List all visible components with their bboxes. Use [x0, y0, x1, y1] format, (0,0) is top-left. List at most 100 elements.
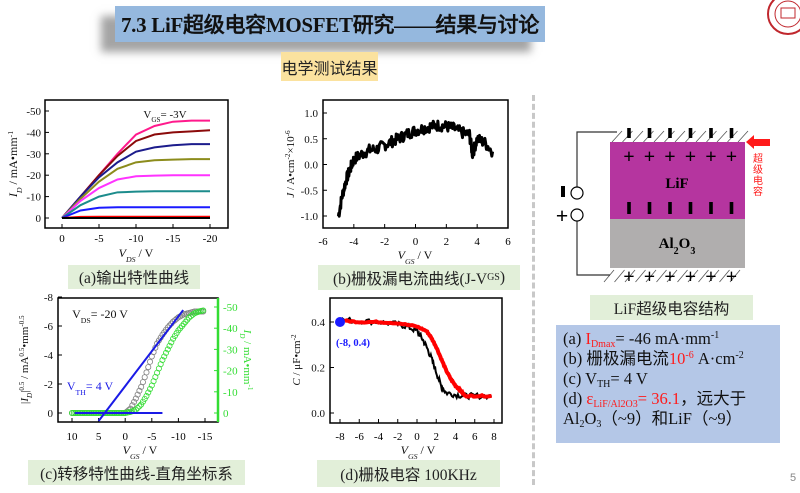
result-d-tail: ，远大于: [680, 389, 747, 408]
left-y-axis-label-sub: D: [26, 392, 34, 399]
positive-charge-icon: +: [705, 266, 716, 288]
right-y-axis-label-main: I: [241, 329, 253, 335]
wire-top: [576, 131, 617, 187]
negative-charge-icon: [709, 128, 713, 138]
x-axis-label-rest: / V: [136, 246, 154, 260]
side-label-char: 电: [753, 174, 763, 187]
hatch-top: [716, 130, 728, 143]
positive-charge-icon: +: [644, 146, 655, 168]
vth-annotation: VTH= 4 V: [67, 379, 114, 397]
x-axis-tick-label: 8: [491, 431, 497, 443]
left-y-axis-label-rest: |: [19, 391, 31, 393]
hatch-bottom: [708, 269, 720, 283]
plot-frame: [329, 297, 503, 424]
highlight-point-label: (-8, 0.4): [336, 338, 371, 349]
output-curve-4: [61, 174, 210, 219]
x-axis-tick-label: 6: [472, 431, 478, 443]
result-c-value: = 4 V: [610, 369, 648, 388]
positive-charge-icon: +: [726, 266, 737, 288]
result-b-value: 10: [668, 349, 686, 368]
positive-charge-icon: +: [685, 266, 696, 288]
result-d-value: = 36.1: [637, 389, 681, 408]
x-axis-tick-label: 6: [505, 236, 511, 248]
left-y-axis-tick-label: -8: [44, 292, 54, 304]
x-axis-label-sub: GS: [130, 452, 140, 461]
right-y-axis-tick-label: -30: [223, 344, 238, 356]
y-axis-tick-label: 1.0: [304, 108, 318, 120]
left-y-axis-tick-label: 0: [48, 408, 54, 420]
negative-charge-icon: [647, 128, 652, 138]
x-axis-tick-label: 0: [414, 431, 420, 443]
hatch-bottom: [719, 269, 730, 283]
hatch-bottom: [687, 269, 699, 283]
result-a-unit-sup: -1: [710, 330, 720, 341]
al2o3-layer: [610, 219, 745, 268]
data-point-sqrtID: [143, 369, 150, 376]
data-point-ID: [162, 349, 169, 356]
result-a-prefix: (a): [563, 329, 586, 348]
x-axis-label-main: V: [123, 443, 132, 457]
caption-b-end: ): [499, 268, 506, 286]
vgs-annotation-sub: GS: [151, 116, 160, 124]
data-point-ID: [168, 339, 175, 346]
al2o3-label: Al2O3: [659, 236, 696, 257]
left-y-axis-label: |ID|0.5 / mA0.5•mm-0.5: [18, 315, 34, 405]
result-a: (a) IDmax= -46 mA·mm-1: [563, 329, 780, 350]
highlight-point: [335, 317, 345, 327]
x-axis-tick-label: -5: [147, 431, 157, 443]
output-curve-5: [61, 190, 210, 219]
left-y-axis-label-sup3: -0.5: [18, 315, 26, 327]
y-axis-label-rest: / mA•mm: [6, 137, 20, 188]
caption-b-text: (b)栅极漏电流曲线(J-V: [332, 270, 488, 288]
chart-gate-leakage: -6 -4 -2 0 2 4 6 1.0 0.5 0.0 -0.5 -1.0 VGS / V J / A•…: [284, 99, 511, 266]
data-point-sqrtID: [132, 395, 139, 402]
university-logo-icon: [767, 0, 800, 35]
caption-structure: LiF超级电容结构: [590, 295, 753, 320]
vds-annotation-rest: = -20 V: [91, 307, 129, 321]
x-axis-label-sub: DS: [125, 255, 136, 264]
vds-annotation-sub: DS: [81, 316, 91, 325]
x-axis-tick-label: -6: [355, 431, 365, 443]
vds-annotation-main: V: [72, 307, 81, 321]
data-point-sqrtID: [131, 398, 138, 405]
hatch-bottom: [698, 269, 709, 283]
x-axis-tick-label: -2: [380, 236, 389, 248]
results-summary: (a) IDmax= -46 mA·mm-1 (b) 栅极漏电流10-6 A·c…: [556, 325, 780, 443]
result-a-symbol: I: [585, 329, 591, 348]
y-axis-label-main: C: [291, 378, 303, 386]
hatch-top: [611, 130, 623, 143]
al2o3-al: Al: [659, 236, 674, 252]
slide-title: 7.3 LiF超级电容MOSFET研究——结果与讨论: [115, 6, 545, 42]
vgs-annotation-main: V: [143, 109, 151, 121]
negative-charge-icon: [709, 202, 713, 214]
result-d-symbol-sub: LiF/Al2O3: [593, 399, 638, 410]
result-d-symbol: ε: [586, 389, 594, 408]
x-axis-tick-label: 0: [122, 431, 128, 443]
positive-charge-icon: +: [705, 146, 716, 168]
y-axis-tick-label: -10: [26, 192, 41, 204]
x-axis-tick-label: -4: [374, 431, 384, 443]
result-e-o: O: [584, 409, 597, 428]
y-axis-tick-label: 0.0: [304, 160, 318, 172]
hatch-top: [653, 130, 665, 143]
hatch-top: [632, 130, 644, 143]
hatch-bottom: [614, 269, 625, 283]
data-point-sqrtID: [171, 317, 178, 324]
hatch-top: [674, 130, 686, 143]
y-axis-label-sup2: -6: [284, 130, 292, 136]
y-axis-label-sub: D: [15, 187, 24, 194]
positive-charge-icon: +: [623, 146, 634, 168]
page-number: 5: [790, 472, 797, 484]
x-axis-tick-label: 2: [434, 431, 440, 443]
x-axis-tick-label: -20: [203, 233, 218, 245]
data-point-sqrtID: [141, 374, 148, 381]
hatch-bottom: [729, 269, 741, 283]
caption-b-sub: GS: [487, 272, 500, 283]
x-axis-tick-label: -2: [393, 431, 402, 443]
result-c-prefix: (c) V: [563, 369, 598, 388]
y-axis-label-sup: -2: [284, 153, 292, 159]
data-point-ID: [200, 307, 207, 314]
leakage-curve: [336, 119, 495, 218]
left-y-axis-tick-label: -6: [44, 321, 54, 333]
